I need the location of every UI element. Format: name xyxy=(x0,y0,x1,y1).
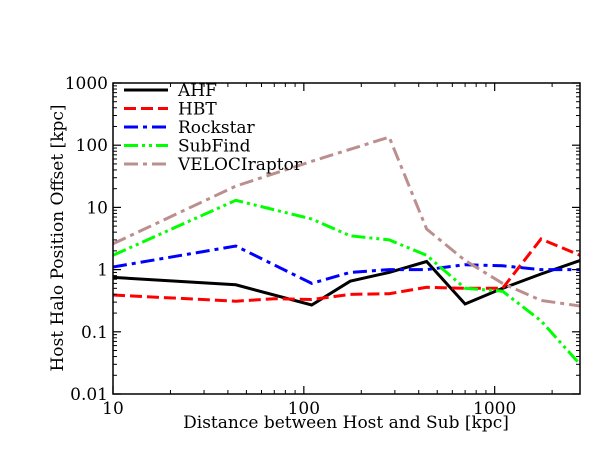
y-tick-label: 1 xyxy=(97,261,108,281)
y-tick-label: 0.1 xyxy=(81,323,108,343)
series-line-subfind xyxy=(113,198,580,366)
x-tick-label: 100 xyxy=(288,399,320,419)
x-axis-label: Distance between Host and Sub [kpc] xyxy=(183,413,509,433)
legend-label-ahf: AHF xyxy=(177,81,217,101)
legend-label-rockstar: Rockstar xyxy=(178,118,256,138)
legend-label-velociraptor: VELOCIraptor xyxy=(177,155,303,175)
series-layer xyxy=(113,135,580,366)
x-tick-label: 10 xyxy=(102,399,124,419)
series-line-rockstar xyxy=(113,244,580,286)
legend-label-subfind: SubFind xyxy=(178,137,251,157)
y-tick-label: 1000 xyxy=(65,74,108,94)
series-line-velociraptor xyxy=(113,135,580,308)
y-axis-label: Host Halo Position Offset [kpc] xyxy=(48,104,68,371)
series-line-hbt xyxy=(113,237,580,303)
series-line-ahf xyxy=(113,259,580,307)
x-tick-label: 1000 xyxy=(473,399,516,419)
y-tick-label: 10 xyxy=(86,198,108,218)
y-tick-label: 0.01 xyxy=(70,385,108,405)
y-tick-label: 100 xyxy=(76,136,108,156)
plot-frame xyxy=(112,82,581,395)
legend-label-hbt: HBT xyxy=(178,100,217,120)
